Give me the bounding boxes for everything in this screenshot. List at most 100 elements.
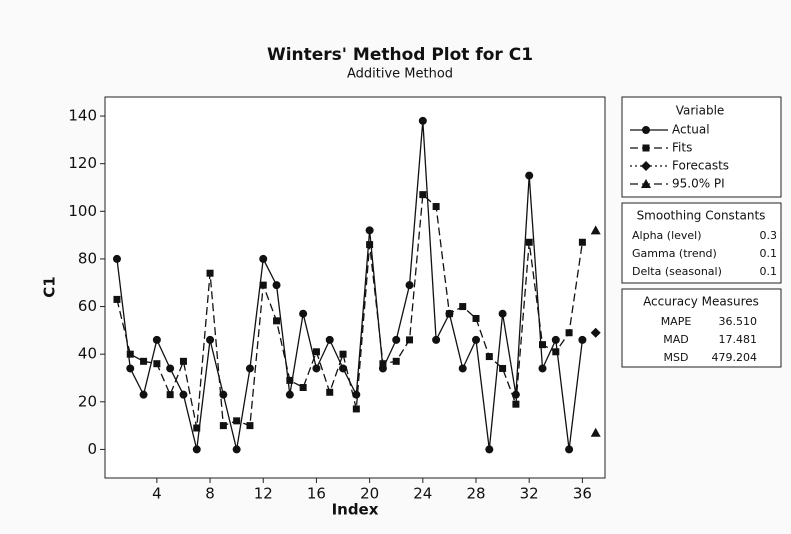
table-label: Alpha (level) <box>632 229 702 242</box>
marker-circle <box>498 309 507 318</box>
x-tick-label: 20 <box>360 485 379 503</box>
marker-square <box>379 360 387 368</box>
marker-circle <box>206 335 215 344</box>
table-value: 0.1 <box>760 265 778 278</box>
x-tick-label: 12 <box>254 485 273 503</box>
marker-square <box>286 376 294 384</box>
marker-circle <box>339 364 348 373</box>
x-tick-label: 4 <box>152 485 162 503</box>
x-axis-label: Index <box>332 501 379 519</box>
marker-circle <box>458 364 467 373</box>
marker-square <box>140 357 148 365</box>
marker-circle <box>578 335 587 344</box>
chart-subtitle: Additive Method <box>347 67 453 82</box>
y-tick-label: 140 <box>68 107 97 125</box>
marker-square <box>472 314 480 322</box>
y-tick-label: 60 <box>78 297 97 315</box>
marker-diamond <box>590 327 601 338</box>
x-tick-label: 28 <box>466 485 485 503</box>
marker-square <box>578 238 586 246</box>
marker-square <box>352 405 360 413</box>
marker-square <box>339 350 347 358</box>
marker-triangle <box>641 179 651 188</box>
marker-circle <box>511 390 520 399</box>
marker-square <box>392 357 400 365</box>
x-tick-label: 24 <box>413 485 432 503</box>
marker-square <box>326 388 334 396</box>
y-tick-label: 80 <box>78 249 97 267</box>
x-tick-label: 32 <box>520 485 539 503</box>
marker-square <box>642 144 650 152</box>
marker-circle <box>245 364 254 373</box>
marker-circle <box>285 390 294 399</box>
marker-circle <box>192 445 201 454</box>
marker-circle <box>312 364 321 373</box>
table-value: 479.204 <box>712 351 758 364</box>
table-label: MSD <box>664 351 689 364</box>
marker-square <box>432 203 440 211</box>
marker-square <box>153 360 161 368</box>
marker-square <box>525 238 533 246</box>
marker-square <box>565 329 573 337</box>
marker-circle <box>538 364 547 373</box>
table-value: 0.3 <box>760 229 778 242</box>
marker-circle <box>352 390 361 399</box>
marker-square <box>445 310 453 318</box>
marker-circle <box>126 364 135 373</box>
table-label: MAD <box>663 333 689 346</box>
table-label: Gamma (trend) <box>632 247 717 260</box>
table-value: 36.510 <box>719 315 758 328</box>
table-value: 0.1 <box>760 247 778 260</box>
marker-circle <box>259 254 268 263</box>
smoothing-title: Smoothing Constants <box>637 209 766 223</box>
marker-square <box>299 384 307 392</box>
marker-circle <box>219 390 228 399</box>
marker-square <box>419 191 427 199</box>
marker-square <box>406 336 414 344</box>
y-axis-label: C1 <box>41 276 59 297</box>
marker-square <box>312 348 320 356</box>
marker-triangle <box>590 427 601 437</box>
marker-circle <box>232 445 241 454</box>
smoothing-box <box>621 202 782 284</box>
marker-circle <box>565 445 574 454</box>
legend-label: Fits <box>672 141 692 155</box>
marker-square <box>126 350 134 358</box>
marker-circle <box>112 254 121 263</box>
marker-circle <box>472 335 481 344</box>
marker-square <box>512 400 520 408</box>
marker-circle <box>325 335 334 344</box>
legend-label: 95.0% PI <box>672 177 725 191</box>
plot-area <box>104 96 606 479</box>
x-tick-label: 36 <box>573 485 592 503</box>
y-tick-label: 120 <box>68 154 97 172</box>
legend-label: Actual <box>672 123 710 137</box>
x-tick-label: 16 <box>307 485 326 503</box>
marker-circle <box>551 335 560 344</box>
marker-circle <box>418 116 427 125</box>
marker-circle <box>179 390 188 399</box>
y-tick-label: 40 <box>78 345 97 363</box>
marker-circle <box>299 309 308 318</box>
y-tick-label: 20 <box>78 392 97 410</box>
marker-diamond <box>641 161 651 171</box>
marker-square <box>166 391 174 399</box>
marker-square <box>366 241 374 249</box>
marker-square <box>179 357 187 365</box>
marker-circle <box>405 281 414 290</box>
marker-square <box>459 303 467 311</box>
marker-circle <box>166 364 175 373</box>
marker-square <box>206 269 214 277</box>
marker-circle <box>365 226 374 235</box>
marker-circle <box>642 126 650 134</box>
legend-title: Variable <box>676 104 725 118</box>
table-value: 17.481 <box>719 333 758 346</box>
marker-square <box>246 422 254 430</box>
marker-circle <box>152 335 161 344</box>
marker-square <box>219 422 227 430</box>
y-tick-label: 100 <box>68 202 97 220</box>
accuracy-title: Accuracy Measures <box>643 295 759 309</box>
marker-circle <box>139 390 148 399</box>
marker-square <box>193 424 201 432</box>
marker-square <box>113 295 121 303</box>
